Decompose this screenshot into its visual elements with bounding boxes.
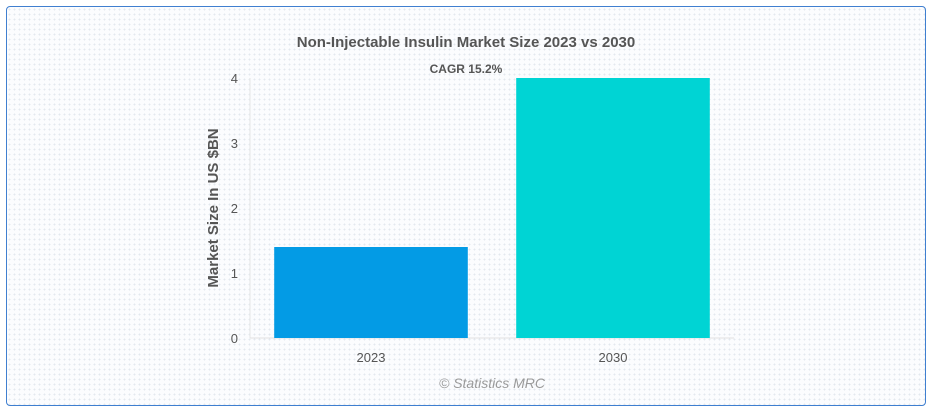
x-axis-ticks: 2023 2030	[357, 350, 628, 365]
chart-container	[6, 6, 926, 406]
x-tick-label: 2030	[599, 350, 628, 365]
y-axis-label: Market Size In US $BN	[205, 128, 222, 287]
x-tick-label: 2023	[357, 350, 386, 365]
y-tick-label: 2	[231, 201, 238, 216]
chart-title: Non-Injectable Insulin Market Size 2023 …	[297, 34, 635, 51]
credit-text: © Statistics MRC	[439, 375, 546, 391]
bar-2023	[274, 247, 468, 338]
y-tick-label: 1	[231, 266, 238, 281]
y-axis-ticks: 0 1 2 3 4	[231, 71, 238, 346]
y-tick-label: 3	[231, 136, 238, 151]
cagr-annotation: CAGR 15.2%	[430, 62, 503, 76]
y-tick-label: 4	[231, 71, 238, 86]
y-tick-label: 0	[231, 331, 238, 346]
bar-2030	[516, 78, 710, 338]
bar-series	[274, 78, 710, 338]
